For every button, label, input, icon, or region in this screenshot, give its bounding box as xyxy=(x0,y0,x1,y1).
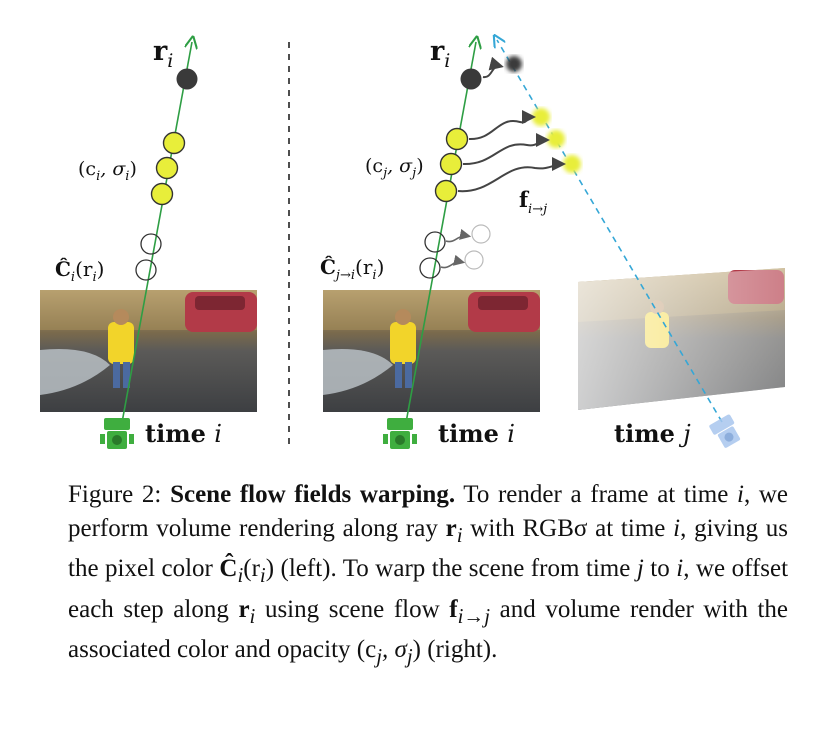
warped-sample-point xyxy=(547,130,565,148)
sample-point-left xyxy=(155,156,179,180)
dark-sample-left xyxy=(176,68,198,90)
sample-label-left: (ci, σi) xyxy=(78,158,137,184)
empty-sample-left xyxy=(140,233,162,255)
sample-point-left xyxy=(162,131,186,155)
dark-sample-right xyxy=(460,68,482,90)
caption-ray-symbol: r xyxy=(238,595,250,623)
sample-label-right: (cj, σj) xyxy=(365,155,424,181)
pixel-color-label-left: Ĉi(ri) xyxy=(55,256,104,285)
time-i-label-right: time i xyxy=(438,419,515,448)
scene-flow-arrows xyxy=(457,56,566,193)
caption-subscript: i xyxy=(237,563,244,587)
camera-icon xyxy=(383,418,417,449)
caption-text: with RGBσ at time xyxy=(470,514,666,542)
caption-math: ) xyxy=(412,636,421,663)
camera-icon xyxy=(100,418,134,449)
warped-sample-point xyxy=(563,155,581,173)
caption-math: (c xyxy=(356,636,377,663)
photo-time-i-right xyxy=(323,290,540,412)
caption-var: i xyxy=(737,481,744,508)
figure-caption: Figure 2: Scene flow fields warping. To … xyxy=(68,478,788,674)
left-panel: ri (ci, σi) Ĉi(ri) time i xyxy=(40,36,257,449)
caption-ray-symbol: r xyxy=(445,514,457,542)
caption-text: (left). To warp the scene from time xyxy=(280,555,631,582)
caption-text: (right). xyxy=(427,636,498,663)
time-i-label-left: time i xyxy=(145,419,222,448)
empty-sample-right xyxy=(419,257,441,279)
warped-dark-sample xyxy=(506,56,522,72)
caption-title: Scene flow fields warping. xyxy=(170,481,456,508)
caption-math: , σ xyxy=(382,636,407,663)
caption-pixel-symbol: Ĉ xyxy=(219,555,238,582)
warped-empty-sample xyxy=(464,250,484,270)
sample-point-right xyxy=(439,152,463,176)
empty-sample-left xyxy=(135,259,157,281)
warped-sample-point xyxy=(532,108,550,126)
caption-text: To render a frame at time xyxy=(463,481,729,508)
caption-text: to xyxy=(650,555,670,582)
photo-time-i-left xyxy=(40,290,257,412)
flow-label: fi→j xyxy=(519,187,547,217)
scene-flow-arrows-faint xyxy=(440,228,472,269)
caption-text: , giving us the pixel color xyxy=(68,514,788,583)
ray-label-right: ri xyxy=(430,36,450,72)
caption-subscript: i xyxy=(456,522,463,547)
caption-subscript: j xyxy=(406,644,413,668)
caption-var: i xyxy=(673,514,681,542)
caption-text: , we perform volume rendering along ray xyxy=(68,481,789,542)
warped-empty-sample xyxy=(471,224,491,244)
caption-math: (r xyxy=(243,555,260,582)
caption-subscript: j xyxy=(376,644,383,668)
sample-point-right xyxy=(445,127,469,151)
caption-math: ) xyxy=(265,555,275,582)
figure-number: Figure 2: xyxy=(68,481,162,508)
caption-var: i xyxy=(676,555,684,582)
caption-subscript: i xyxy=(259,563,266,587)
sample-point-right xyxy=(434,179,458,203)
caption-var: j xyxy=(636,555,644,582)
photo-time-j xyxy=(578,268,785,410)
camera-icon xyxy=(709,414,741,448)
caption-subscript: i→j xyxy=(457,603,491,628)
caption-text: and volume render with the associated co… xyxy=(68,595,788,664)
ray-right xyxy=(404,42,476,429)
sample-point-left xyxy=(150,182,174,206)
ray-label-left: ri xyxy=(153,36,173,72)
figure-diagram: ri (ci, σi) Ĉi(ri) time i xyxy=(40,0,785,450)
pixel-color-label-right: Ĉj→i(ri) xyxy=(320,254,384,283)
warped-ray xyxy=(497,40,723,423)
time-j-label: time j xyxy=(614,419,691,448)
right-panel: ri (cj, σj) fi→j Ĉj→i(ri) time i time j xyxy=(320,36,785,449)
caption-text: , we offset each step along xyxy=(68,555,789,623)
caption-subscript: i xyxy=(249,603,256,628)
caption-flow-symbol: f xyxy=(449,595,458,623)
caption-text: using scene flow xyxy=(264,595,440,623)
empty-sample-right xyxy=(424,231,446,253)
